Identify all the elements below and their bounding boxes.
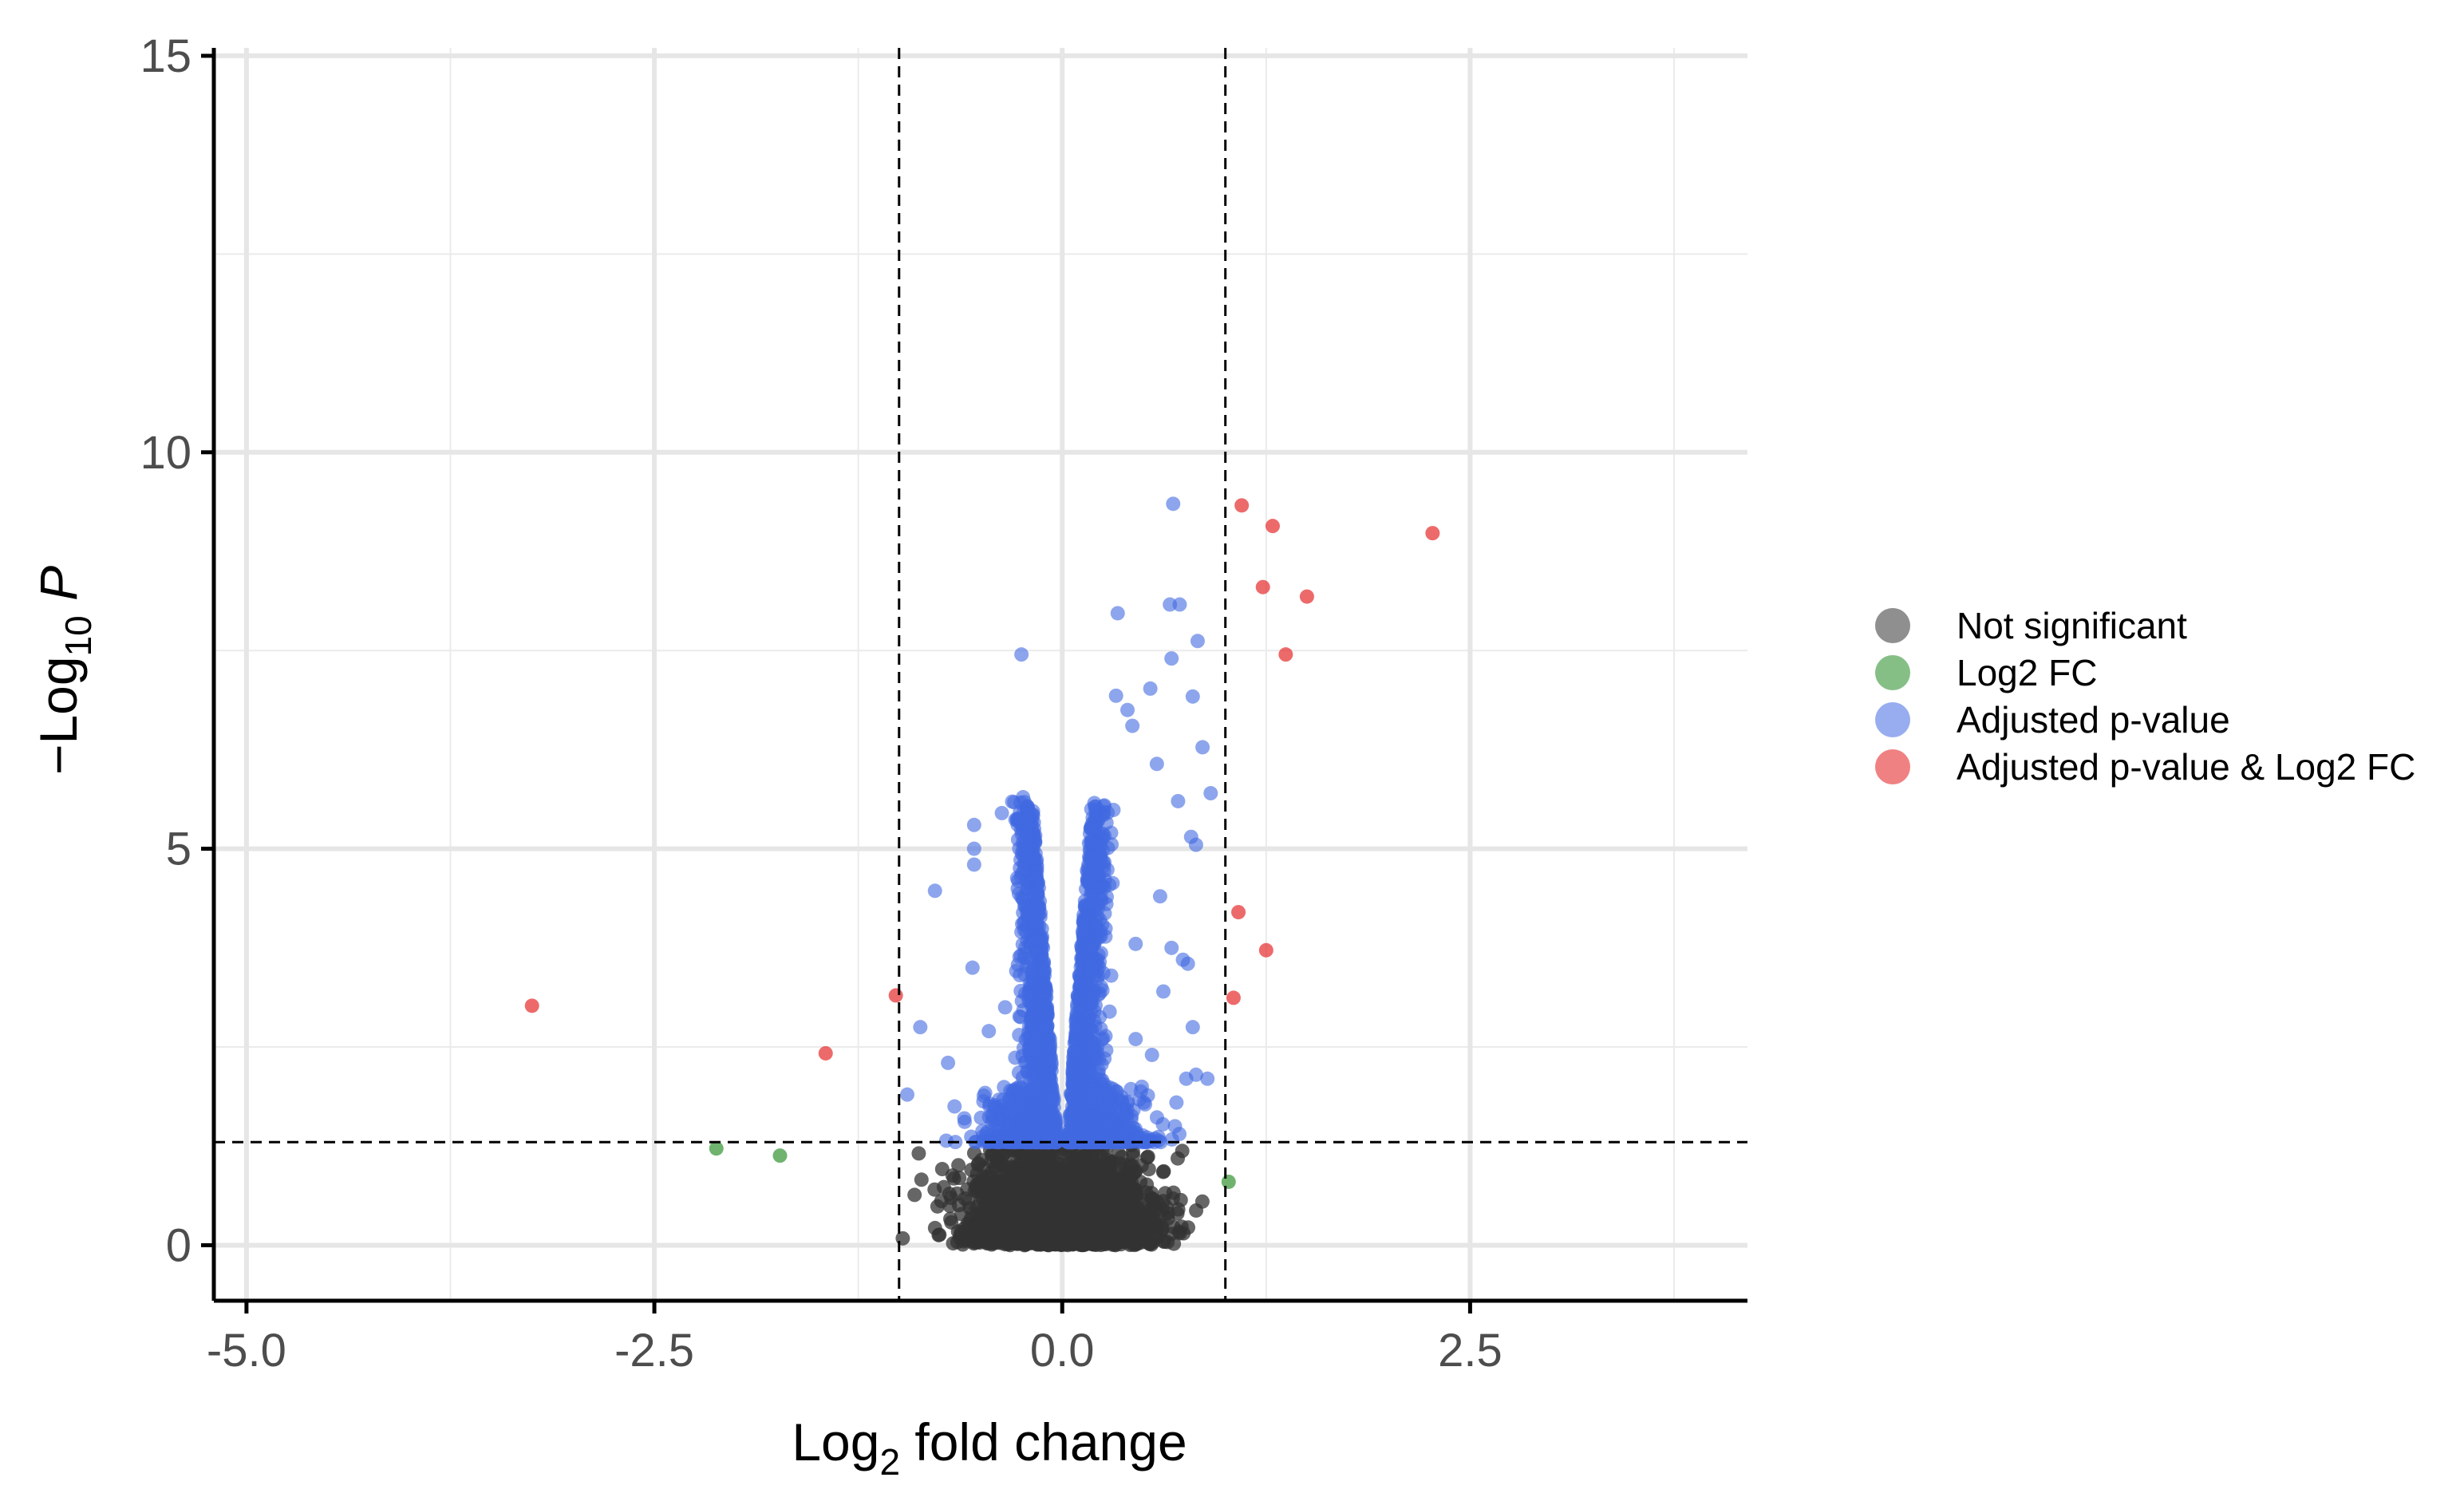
point-not-significant [970,1177,985,1192]
point-not-significant [936,1179,951,1195]
point-not-significant [1028,1218,1043,1233]
point-not-significant [1012,1166,1027,1181]
point-not-significant [1145,1234,1160,1250]
point-not-significant [975,1204,990,1219]
point-adjusted-p-value [1092,1009,1108,1025]
point-not-significant [914,1172,929,1187]
point-adjusted-p-value [1016,905,1031,920]
point-not-significant [1043,1178,1058,1193]
point-not-significant [1139,1150,1155,1165]
point-not-significant [1077,1191,1092,1207]
grid-major [214,48,1747,1301]
point-not-significant [895,1231,910,1246]
point-not-significant [958,1233,973,1248]
point-adjusted-p-value [938,1133,954,1148]
point-not-significant [979,1216,994,1231]
point-not-significant [911,1146,926,1161]
point-adjusted-p-value [1011,1065,1026,1080]
point-not-significant [1174,1219,1189,1234]
point-adjusted-p-value [1100,805,1116,820]
point-not-significant [1059,1199,1074,1214]
point-not-significant [1100,1157,1115,1172]
point-not-significant [1160,1234,1175,1250]
point-adjusted-p-value [1090,812,1105,828]
point-adjusted-p-value [1012,1009,1027,1024]
point-not-significant [1123,1157,1138,1172]
point-not-significant [954,1207,969,1222]
point-not-significant [1001,1190,1016,1205]
point-adjusted-p-value [1123,1081,1139,1096]
point-adjusted-p-value [1123,1112,1139,1128]
point-adjusted-p-value [1084,801,1099,816]
point-adjusted-p-value [991,1092,1006,1108]
point-not-significant [1121,1199,1136,1214]
point-not-significant [1158,1186,1173,1201]
point-not-significant [1045,1152,1060,1167]
point-adjusted-p-value [1012,1028,1027,1043]
point-adjusted-p-value [1015,937,1030,952]
point-not-significant [1175,1144,1190,1159]
point-not-significant [934,1162,950,1177]
point-not-significant [1044,1223,1060,1238]
point-not-significant [1144,1219,1159,1234]
point-not-significant [1194,1194,1210,1209]
point-not-significant [1036,1167,1051,1182]
point-not-significant [962,1217,977,1232]
point-adjusted-p-value [1092,1072,1108,1087]
point-not-significant [907,1187,922,1203]
point-not-significant [1144,1191,1159,1206]
point-not-significant [973,1229,989,1244]
point-adjusted-p-value [1172,1127,1187,1142]
point-not-significant [1126,1181,1141,1196]
point-not-significant [1038,1203,1053,1218]
point-not-significant [1084,1159,1100,1174]
point-not-significant [1071,1173,1086,1188]
series-not-significant [895,1136,1210,1253]
series-adjusted-p-value [899,496,1218,1150]
point-not-significant [1102,1211,1117,1227]
point-not-significant [987,1163,1002,1178]
point-not-significant [1066,1151,1081,1166]
point-not-significant [1159,1200,1175,1215]
point-not-significant [1013,1209,1028,1224]
point-not-significant [1044,1189,1059,1204]
point-not-significant [927,1220,942,1235]
point-not-significant [1129,1236,1144,1251]
grid-minor [214,48,1747,1301]
point-not-significant [981,1178,997,1193]
point-not-significant [1098,1171,1113,1186]
point-not-significant [1111,1234,1126,1249]
point-not-significant [1022,1176,1037,1191]
point-adjusted-p-value [1034,962,1049,977]
point-not-significant [930,1199,945,1214]
point-adjusted-p-value [1005,794,1020,809]
data-points [524,496,1440,1253]
point-adjusted-p-value [1012,950,1027,965]
point-not-significant [951,1158,966,1173]
point-not-significant [1060,1216,1075,1231]
point-not-significant [971,1155,986,1171]
point-not-significant [1086,1175,1101,1190]
point-not-significant [1086,1204,1101,1219]
point-not-significant [952,1171,967,1186]
point-not-significant [1022,1152,1037,1167]
point-not-significant [1156,1163,1171,1179]
point-not-significant [1104,1196,1119,1211]
point-not-significant [1013,1233,1029,1248]
point-not-significant [993,1179,1009,1195]
point-not-significant [1083,1236,1098,1251]
point-not-significant [1110,1181,1125,1196]
